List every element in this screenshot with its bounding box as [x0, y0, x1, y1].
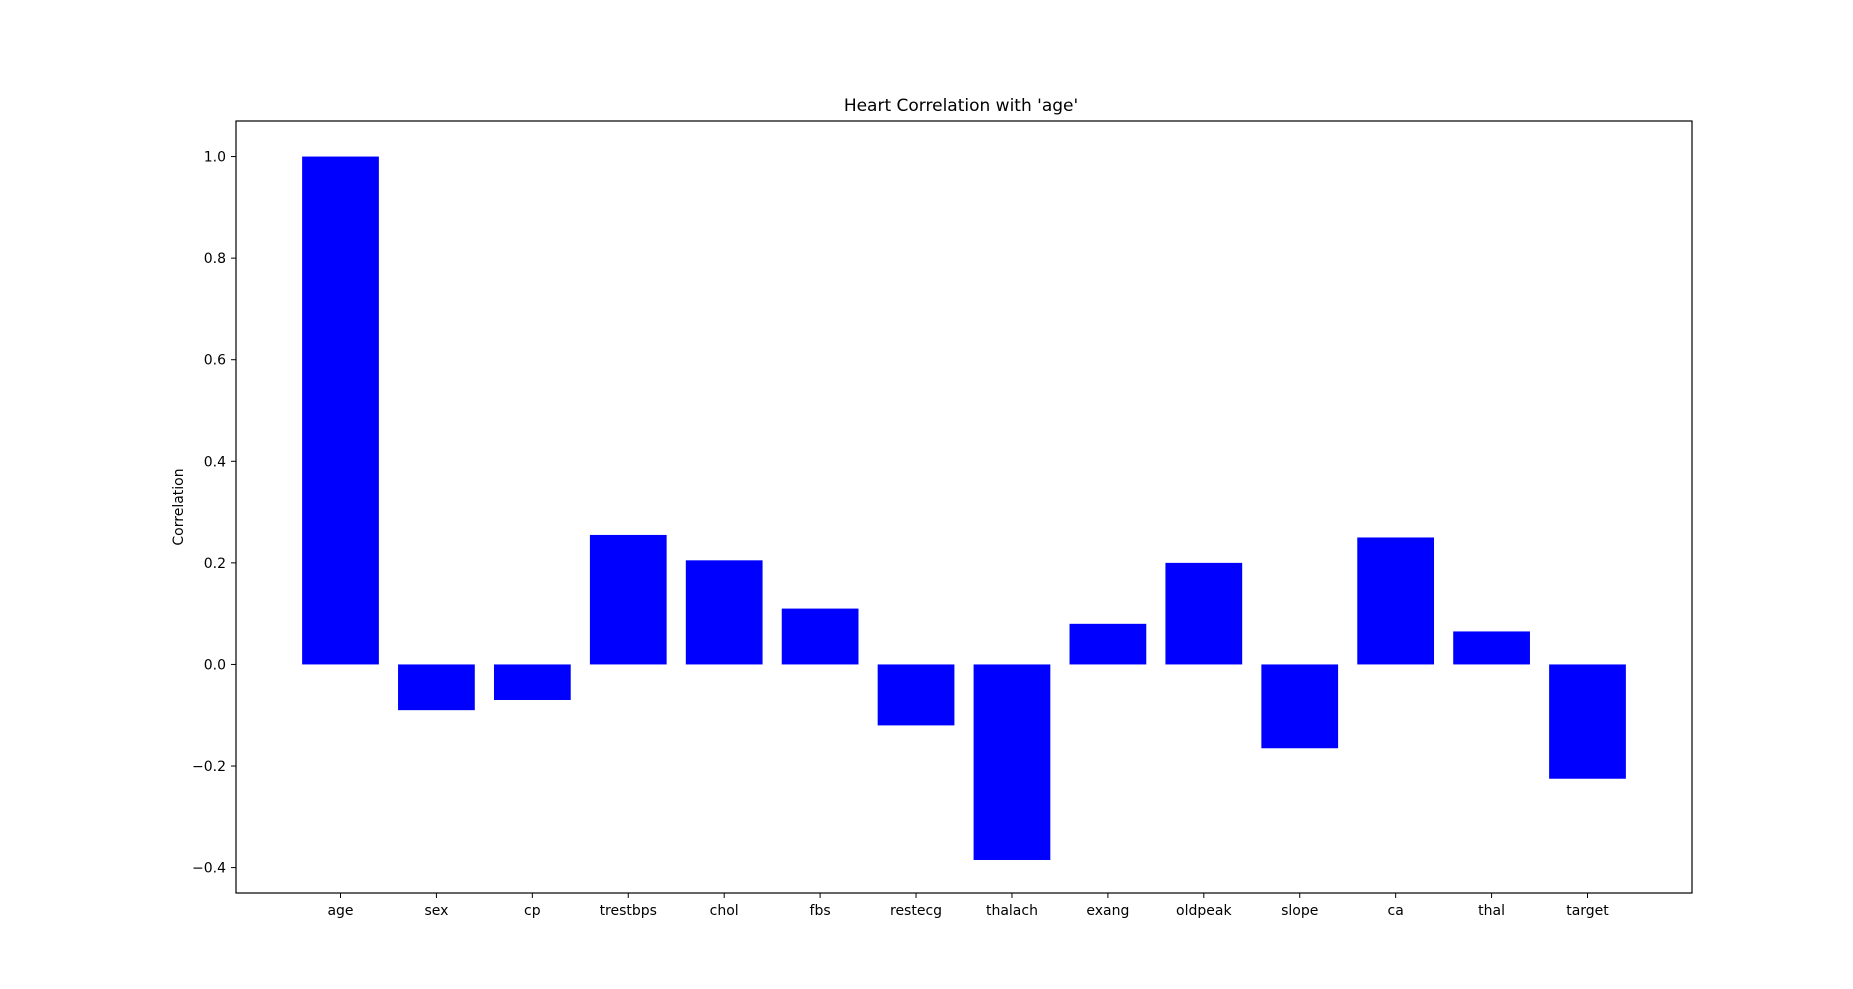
plot-frame [235, 120, 1693, 894]
y-axis-label: Correlation [171, 468, 187, 545]
bar-thalach [973, 664, 1051, 860]
x-tick-label: trestbps [600, 903, 657, 919]
bar-fbs [781, 608, 859, 665]
x-tick-label: ca [1388, 903, 1404, 919]
bar-sex [398, 664, 475, 711]
y-tick-label: 1.0 [204, 150, 226, 166]
bar-target [1549, 664, 1626, 779]
y-axis: −0.4 −0.2 0.0 0.2 0.4 0.6 0.8 1.0 [192, 150, 236, 877]
x-tick-label: cp [524, 903, 541, 919]
bar-chol [685, 560, 763, 665]
x-tick-label: restecg [890, 903, 942, 919]
y-tick-label: 0.4 [204, 454, 226, 470]
y-tick-label: 0.0 [204, 657, 226, 673]
chart-title: Heart Correlation with 'age' [844, 96, 1078, 116]
bars-group [302, 156, 1626, 860]
y-tick-label: 0.8 [204, 251, 226, 267]
bar-cp [493, 664, 571, 700]
x-tick-label: chol [710, 903, 739, 919]
x-tick-label: sex [424, 903, 448, 919]
bar-restecg [877, 664, 955, 726]
y-tick-label: −0.4 [192, 861, 226, 877]
x-axis: age sex cp trestbps chol fbs restecg thalach exa… [327, 893, 1609, 919]
x-tick-label: age [327, 903, 353, 919]
x-tick-label: thalach [986, 903, 1038, 919]
bar-oldpeak [1165, 562, 1243, 665]
bar-trestbps [589, 534, 667, 665]
x-tick-label: exang [1086, 903, 1129, 919]
bar-exang [1069, 623, 1147, 665]
x-tick-label: thal [1478, 903, 1505, 919]
bar-slope [1261, 664, 1339, 749]
bar-age [302, 156, 379, 665]
x-tick-label: slope [1281, 903, 1318, 919]
bar-ca [1357, 537, 1435, 665]
x-tick-label: fbs [810, 903, 831, 919]
bar-thal [1453, 631, 1530, 665]
x-tick-label: oldpeak [1176, 903, 1232, 919]
y-tick-label: 0.6 [204, 353, 226, 369]
y-tick-label: −0.2 [192, 759, 226, 775]
y-tick-label: 0.2 [204, 556, 226, 572]
x-tick-label: target [1566, 903, 1609, 919]
